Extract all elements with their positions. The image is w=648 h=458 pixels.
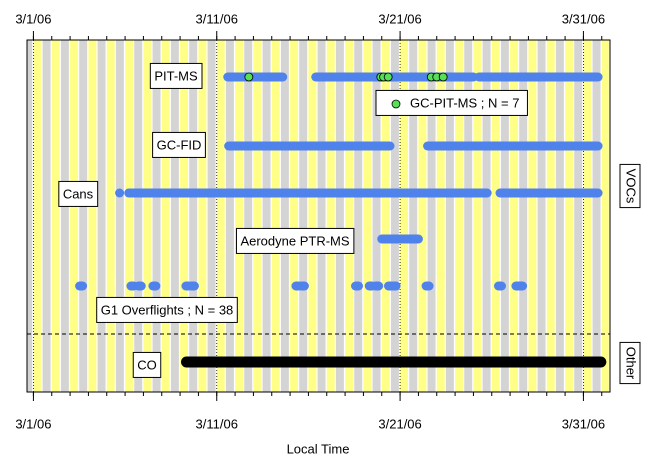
stripe — [583, 40, 592, 392]
stripe — [345, 40, 354, 392]
x-tick-label: 3/31/06 — [562, 416, 605, 431]
stripe — [79, 40, 88, 392]
stripe — [216, 40, 225, 392]
stripe — [143, 40, 152, 392]
series-label: GC-FID — [157, 137, 202, 152]
stripe — [500, 40, 509, 392]
series-label: Aerodyne PTR-MS — [240, 233, 349, 248]
stripe — [42, 40, 51, 392]
series-label: Cans — [63, 186, 94, 201]
series-label: PIT-MS — [154, 68, 198, 83]
stripe — [546, 40, 555, 392]
label-box — [235, 227, 355, 254]
sample-point — [438, 72, 448, 82]
group-label: VOCs — [624, 169, 639, 204]
stripe — [97, 40, 106, 392]
stripe — [326, 40, 335, 392]
x-tick-label: 3/21/06 — [378, 416, 421, 431]
stripe — [555, 40, 564, 392]
legend-marker — [391, 99, 401, 109]
stripe — [27, 40, 33, 392]
stripe — [33, 40, 42, 392]
x-tick-label-top: 3/31/06 — [562, 11, 605, 26]
stripe — [198, 40, 207, 392]
stripe — [455, 40, 464, 392]
stripe — [601, 40, 609, 392]
stripe — [400, 40, 409, 392]
x-tick-label: 3/11/06 — [196, 416, 238, 431]
stripe — [244, 40, 253, 392]
stripe — [473, 40, 482, 392]
stripe — [565, 40, 574, 392]
stripe — [262, 40, 271, 392]
stripe — [445, 40, 454, 392]
stripe — [574, 40, 583, 392]
plot-frame — [26, 39, 611, 393]
series-label: G1 Overflights ; N = 38 — [101, 302, 234, 317]
stripe — [152, 40, 161, 392]
x-tick-label-top: 3/1/06 — [15, 11, 51, 26]
stripe — [381, 40, 390, 392]
stripe — [225, 40, 234, 392]
stripe — [537, 40, 546, 392]
stripe — [464, 40, 473, 392]
legend-label: GC-PIT-MS ; N = 7 — [410, 95, 519, 110]
stripe — [409, 40, 418, 392]
label-box — [132, 351, 162, 378]
stripe — [106, 40, 115, 392]
stripe — [207, 40, 216, 392]
stripe — [299, 40, 308, 392]
stripe — [253, 40, 262, 392]
stripe — [390, 40, 399, 392]
stripe — [280, 40, 289, 392]
group-box — [619, 163, 641, 209]
stripe — [60, 40, 69, 392]
x-tick-label-top: 3/21/06 — [378, 11, 421, 26]
stripe — [354, 40, 363, 392]
x-tick-label: 3/1/06 — [15, 416, 51, 431]
sample-point — [383, 72, 393, 82]
stripe — [519, 40, 528, 392]
label-box — [96, 296, 238, 323]
stripe — [290, 40, 299, 392]
label-box — [149, 62, 203, 89]
stripe — [317, 40, 326, 392]
stripe — [70, 40, 79, 392]
stripe — [235, 40, 244, 392]
stripe — [436, 40, 445, 392]
group-label: Other — [624, 347, 639, 380]
stripe — [427, 40, 436, 392]
stripe — [528, 40, 537, 392]
stripe — [372, 40, 381, 392]
stripe — [170, 40, 179, 392]
stripe — [482, 40, 491, 392]
sample-point — [244, 72, 254, 82]
group-box — [619, 341, 641, 385]
stripe — [363, 40, 372, 392]
stripe — [510, 40, 519, 392]
stripe — [418, 40, 427, 392]
stripe — [308, 40, 317, 392]
x-axis-label: Local Time — [287, 441, 350, 456]
stripe — [335, 40, 344, 392]
stripe — [180, 40, 189, 392]
stripe — [115, 40, 124, 392]
series-label: CO — [137, 357, 157, 372]
stripe — [88, 40, 97, 392]
stripe — [51, 40, 60, 392]
label-box — [152, 131, 206, 158]
stripe — [189, 40, 198, 392]
stripe — [491, 40, 500, 392]
x-tick-label-top: 3/11/06 — [196, 11, 238, 26]
stripe — [271, 40, 280, 392]
label-box — [58, 180, 99, 207]
stripe — [134, 40, 143, 392]
stripe — [161, 40, 170, 392]
legend-box — [375, 89, 528, 116]
stripe — [125, 40, 134, 392]
stripe — [592, 40, 601, 392]
